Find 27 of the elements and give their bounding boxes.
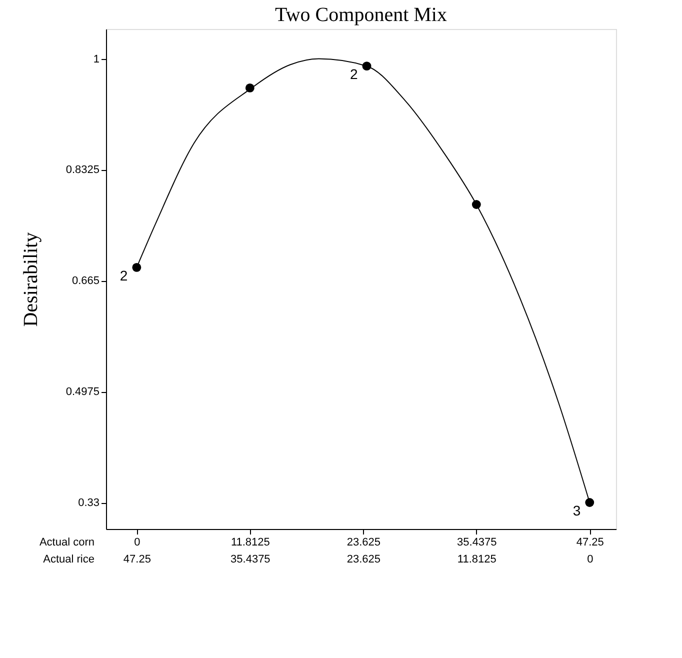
x2-tick-label: 47.25 xyxy=(123,554,151,566)
x2-tick-label: 0 xyxy=(587,554,594,566)
x2-tick-label: 35.4375 xyxy=(230,554,270,566)
x-tick-label: 11.8125 xyxy=(230,536,270,548)
x2-tick-label: 23.625 xyxy=(346,554,380,566)
x2-tick-label: 11.8125 xyxy=(457,554,496,566)
annotation: 3 xyxy=(572,502,581,519)
y-tick-label: 0.33 xyxy=(78,497,100,510)
point xyxy=(245,83,254,92)
y-tick-label: 0.665 xyxy=(72,275,100,288)
x-tick-label: 47.25 xyxy=(576,536,604,548)
y-axis-title: Desirability xyxy=(20,232,42,327)
x-tick-label: 35.4375 xyxy=(457,536,497,548)
annotation: 2 xyxy=(350,66,358,82)
y-tick-label: 0.4975 xyxy=(66,386,100,398)
point xyxy=(472,200,481,209)
point xyxy=(132,262,142,272)
point xyxy=(362,62,372,71)
x-tick-label: 23.625 xyxy=(346,536,380,548)
chart-title: Two Component Mix xyxy=(275,4,447,26)
y-tick-label: 0.8325 xyxy=(66,164,100,176)
x-axis-title: Actual corn xyxy=(39,536,94,548)
y-tick-label: 1 xyxy=(93,53,100,66)
x-tick-label: 0 xyxy=(134,536,140,548)
point xyxy=(585,498,594,507)
x2-axis-title: Actual rice xyxy=(43,554,94,566)
annotation: 2 xyxy=(120,267,128,284)
